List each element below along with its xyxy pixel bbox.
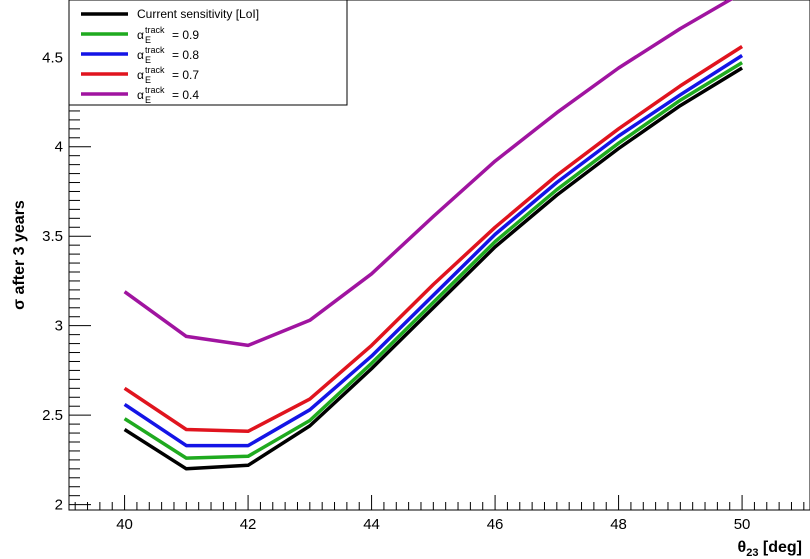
x-axis-theta: θ (738, 539, 747, 556)
legend-alpha-sup: track (145, 65, 165, 75)
series-line-3 (123, 54, 744, 448)
legend-alpha-sub: E (145, 95, 151, 105)
legend-alpha-sup: track (145, 25, 165, 35)
y-tick-label: 2.5 (42, 407, 63, 424)
x-tick-label: 40 (116, 516, 133, 533)
legend-label: = 0.4 (172, 88, 199, 102)
y-tick-label: 2 (55, 497, 63, 514)
series-lines (123, 0, 744, 471)
legend-label: = 0.9 (172, 28, 199, 42)
x-axis-unit: [deg] (758, 539, 802, 556)
x-axis-title: θ23 [deg] (738, 539, 802, 559)
series-line-2 (123, 61, 744, 460)
y-tick-label: 3 (55, 318, 63, 335)
legend-alpha: α (137, 88, 144, 102)
legend-alpha-sup: track (145, 85, 165, 95)
x-axis-subscript: 23 (746, 547, 758, 559)
legend-alpha-sub: E (145, 35, 151, 45)
legend-alpha-sup: track (145, 45, 165, 55)
x-tick-label: 50 (734, 516, 751, 533)
legend-alpha: α (137, 68, 144, 82)
legend-alpha: α (137, 48, 144, 62)
series-line-1 (123, 66, 744, 471)
legend-alpha: α (137, 28, 144, 42)
legend-alpha-sub: E (145, 75, 151, 85)
legend-label: Current sensitivity [LoI] (137, 7, 259, 21)
legend-label: = 0.7 (172, 68, 199, 82)
x-tick-label: 42 (240, 516, 257, 533)
y-tick-label: 4.5 (42, 49, 63, 66)
x-axis-ticks: 40 42 44 46 48 50 (74, 495, 805, 533)
x-tick-label: 46 (487, 516, 504, 533)
legend-label: = 0.8 (172, 48, 199, 62)
y-tick-label: 3.5 (42, 228, 63, 245)
y-tick-label: 4 (55, 139, 63, 156)
x-tick-label: 48 (610, 516, 627, 533)
series-line-5 (123, 0, 734, 348)
x-tick-label: 44 (363, 516, 380, 533)
y-axis-title: σ after 3 years (11, 200, 28, 310)
legend-alpha-sub: E (145, 55, 151, 65)
series-line-4 (123, 45, 744, 434)
